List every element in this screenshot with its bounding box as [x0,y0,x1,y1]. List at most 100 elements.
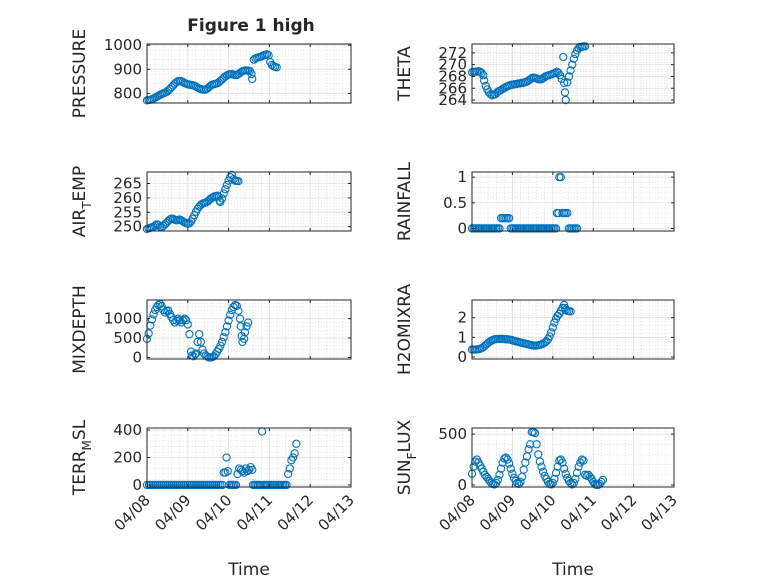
data-point [561,95,570,105]
data-point [147,315,157,324]
y-axis-label: TERRMSL [70,419,94,496]
data-point [242,322,251,331]
data-series [142,50,281,105]
panel-h2omixra: 0 12 H2OMIXRA [395,284,675,375]
data-point [292,439,301,448]
axes-box [471,171,675,232]
axes-box [146,43,352,104]
panel-rainfall: 0 0.5 1 RAINFALL [395,161,675,241]
data-point [157,302,166,311]
data-point [545,332,554,341]
data-point [248,465,257,474]
y-tick-label: 265 [113,175,142,193]
data-point [598,475,608,485]
data-point [550,474,559,484]
data-point [508,469,517,478]
y-tick-label: 266 [438,79,467,97]
y-tick-label: 1000 [104,310,142,328]
data-point [196,337,206,347]
y-tick-label: 260 [113,189,142,207]
y-tick-label: 0 [132,476,142,494]
data-point [496,464,506,473]
data-point [223,467,232,476]
data-point [226,310,235,319]
data-point [168,316,178,325]
y-tick-label: 0 [132,348,142,366]
data-point [224,316,233,325]
data-point [221,328,230,337]
y-tick-label: 800 [113,84,142,102]
data-point [149,310,158,319]
y-tick-label: 900 [113,60,142,78]
y-tick-label: 0 [457,348,467,366]
data-point [231,480,241,490]
y-tick-label: 250 [113,218,142,236]
y-tick-label: 255 [113,203,142,221]
y-tick-label: 1 [457,328,467,346]
data-point [550,318,559,327]
data-point [159,305,168,315]
data-point [193,337,202,347]
data-point [495,470,504,479]
data-point [234,306,243,316]
data-point [175,316,184,325]
data-point [185,330,194,339]
data-point [580,470,590,479]
data-point [190,350,200,359]
data-point [580,42,590,51]
data-point [222,180,232,190]
data-series [467,427,608,490]
data-point [564,72,574,81]
data-point [514,479,524,489]
data-point [505,459,514,468]
data-point [495,224,504,233]
data-point [195,330,204,339]
data-point [530,428,540,438]
data-point [568,60,577,69]
data-point [574,462,583,471]
data-point [189,352,198,361]
y-tick-label: 500 [113,329,142,347]
data-point [516,477,525,487]
y-axis-label: AIRTEMP [70,166,94,237]
data-point [569,54,578,63]
data-point [505,214,514,223]
axes-box [471,427,675,488]
data-point [234,177,243,186]
data-point [566,66,575,75]
data-point [183,320,192,329]
figure-title: Figure 1 high [187,16,315,36]
data-point [216,341,225,350]
data-point [572,468,582,477]
data-point [577,455,587,464]
data-point [469,462,478,471]
data-point [597,477,606,487]
y-tick-label: 1 [457,168,467,186]
data-point [548,323,557,332]
data-point [244,318,253,327]
data-point [506,464,515,473]
data-point [222,322,232,331]
y-axis-label: H2OMIXRA [395,284,415,375]
grid [471,44,675,103]
data-point [526,440,535,449]
x-axis-label: Time [551,560,594,580]
data-point [172,316,181,325]
y-tick-label: 0 [457,219,467,237]
data-point [178,316,188,325]
data-point [521,458,530,467]
plot-area [472,428,674,487]
data-point [556,172,566,182]
y-axis-label: MIXDEPTH [70,285,90,374]
grid [471,300,675,359]
data-series [467,300,575,354]
data-point [247,69,256,79]
y-tick-label: 1000 [104,36,142,54]
data-point [182,316,191,325]
data-point [272,63,281,72]
data-point [217,194,227,203]
data-point [165,215,174,224]
